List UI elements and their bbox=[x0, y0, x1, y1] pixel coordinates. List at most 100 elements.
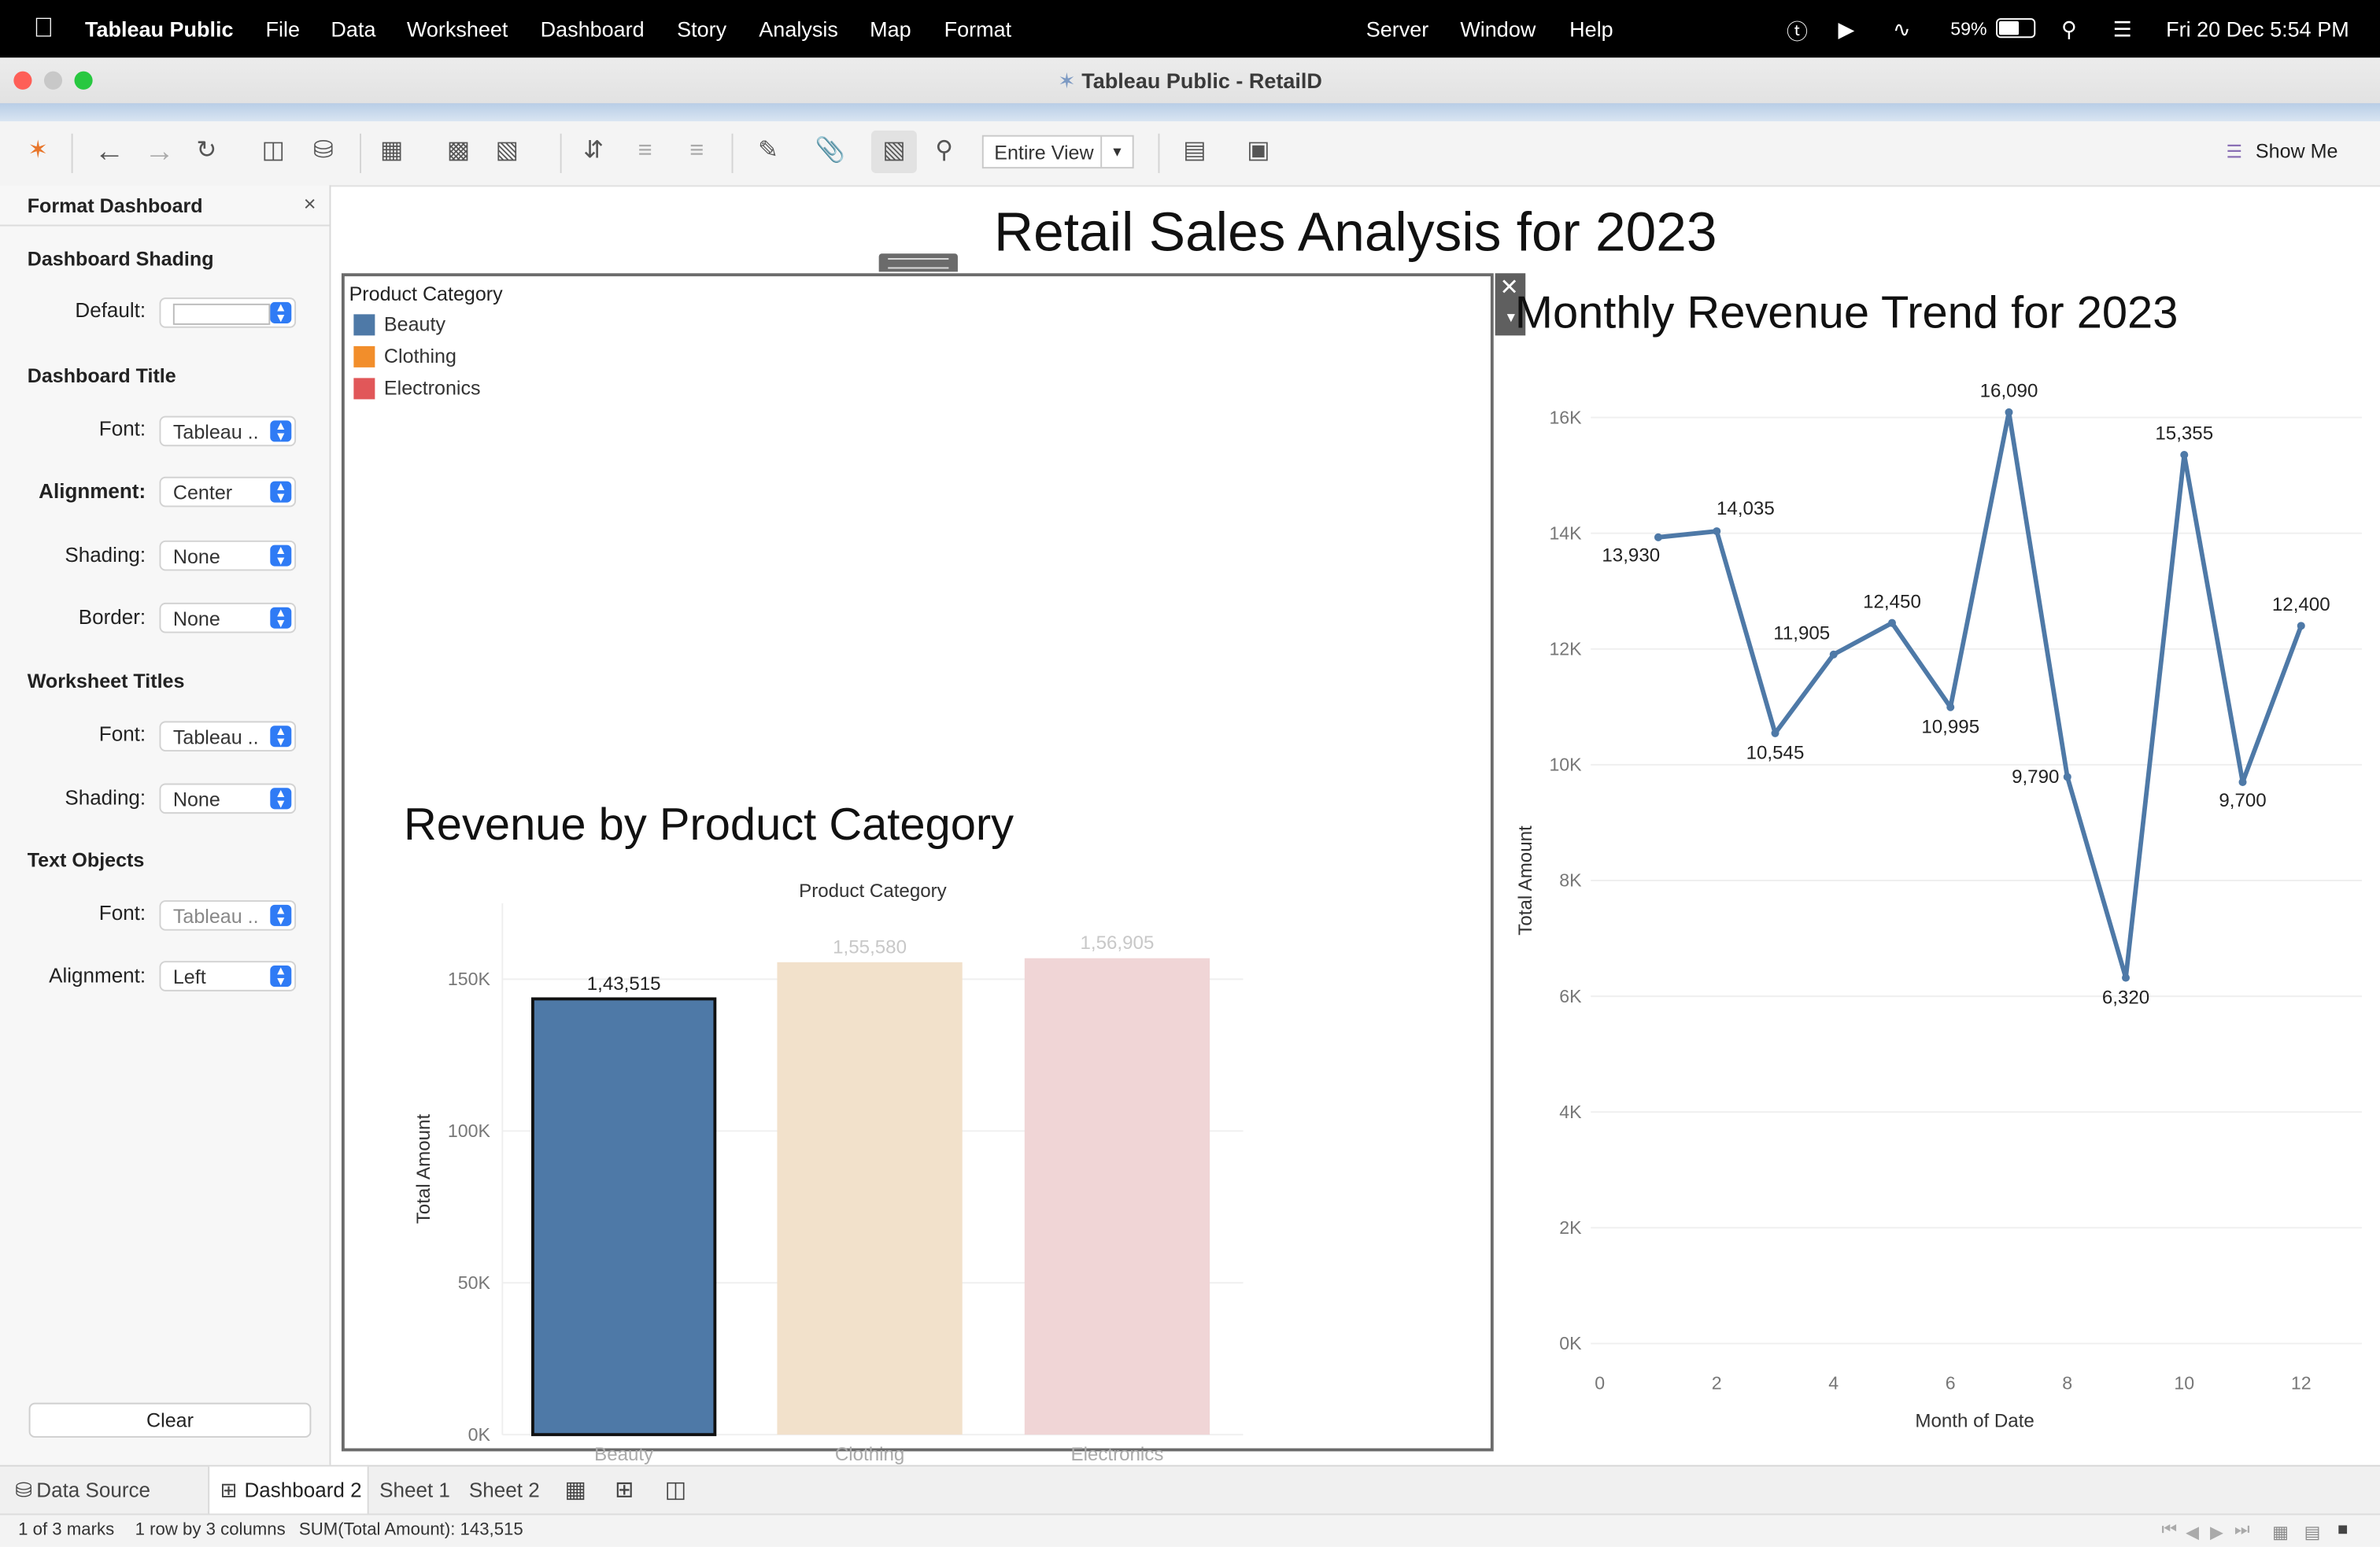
filmstrip-view-icon[interactable]: ▤ bbox=[2304, 1524, 2321, 1543]
more-options-icon[interactable]: ▼ bbox=[1504, 309, 1518, 325]
save-icon[interactable]: ◫ bbox=[261, 138, 285, 164]
new-datasource-icon[interactable]: ⛁ bbox=[312, 138, 334, 164]
battery-icon[interactable] bbox=[1996, 18, 2036, 39]
tab-sheet-1[interactable]: Sheet 1 bbox=[379, 1479, 450, 1502]
show-me-button[interactable]: Show Me bbox=[2255, 139, 2338, 163]
data-point[interactable] bbox=[1946, 703, 1955, 711]
sheet-tabs: ⛁ Data Source ⊞ Dashboard 2 Sheet 1 Shee… bbox=[0, 1464, 2380, 1516]
zoom-window-button[interactable] bbox=[74, 71, 93, 90]
new-worksheet-icon[interactable]: ▦ bbox=[379, 138, 404, 164]
clear-sheet-icon[interactable]: ▧ bbox=[495, 138, 519, 164]
accessibility-icon[interactable]: ⓣ bbox=[1786, 20, 1808, 44]
grid-view-icon[interactable]: ▦ bbox=[2272, 1524, 2289, 1543]
bar-clothing[interactable] bbox=[777, 962, 963, 1435]
swap-icon[interactable]: ⇵ bbox=[583, 138, 604, 164]
menu-format[interactable]: Format bbox=[944, 17, 1012, 42]
menu-worksheet[interactable]: Worksheet bbox=[406, 17, 508, 42]
sort-descending-icon[interactable]: ≡ bbox=[689, 138, 704, 164]
series-line[interactable] bbox=[1658, 410, 2304, 980]
data-point[interactable] bbox=[1887, 618, 1897, 627]
minimize-window-button[interactable] bbox=[43, 71, 63, 90]
menu-help[interactable]: Help bbox=[1569, 17, 1613, 42]
data-point[interactable] bbox=[2005, 408, 2013, 416]
remove-icon[interactable]: ✕ bbox=[1499, 275, 1519, 301]
data-point[interactable] bbox=[2297, 622, 2305, 630]
highlight-icon[interactable]: ✎ bbox=[757, 138, 778, 164]
last-page-icon[interactable]: ⏭ bbox=[2234, 1521, 2250, 1540]
show-me-icon[interactable]: ☰ bbox=[2226, 141, 2243, 163]
line-chart[interactable]: 0K 2K 4K 6K 8K 10K 12K 14K 16K 0 2 4 6 8 10 12 Month of … bbox=[1502, 364, 2380, 1442]
duplicate-sheet-icon[interactable]: ▩ bbox=[446, 138, 471, 164]
menu-map[interactable]: Map bbox=[870, 17, 911, 42]
group-icon[interactable]: 📎 bbox=[815, 138, 846, 164]
worksheet-shading-select[interactable]: None ▲ ▼ bbox=[159, 783, 297, 814]
y-tick-label: 2K bbox=[1559, 1217, 1582, 1238]
menu-story[interactable]: Story bbox=[677, 17, 727, 42]
control-center-icon[interactable]: ☰ bbox=[2112, 17, 2132, 42]
point-label: 12,450 bbox=[1863, 591, 1921, 612]
text-font-select[interactable]: Tableau .. ▲ ▼ bbox=[159, 900, 297, 931]
new-story-icon[interactable]: ◫ bbox=[664, 1477, 687, 1504]
point-label: 15,355 bbox=[2155, 423, 2213, 445]
next-page-icon[interactable]: ▶ bbox=[2210, 1524, 2224, 1543]
bar-electronics[interactable] bbox=[1024, 958, 1210, 1435]
replace-data-icon[interactable]: ↻ bbox=[196, 138, 217, 164]
title-border-select[interactable]: None ▲ ▼ bbox=[159, 602, 297, 633]
tab-dashboard-2[interactable]: ⊞ Dashboard 2 bbox=[208, 1466, 369, 1514]
clear-button[interactable]: Clear bbox=[28, 1402, 312, 1438]
data-point[interactable] bbox=[2063, 773, 2071, 781]
undo-icon[interactable]: ← bbox=[94, 135, 125, 169]
apple-icon[interactable]:  bbox=[33, 12, 54, 44]
dashboard-title[interactable]: Retail Sales Analysis for 2023 bbox=[993, 200, 1717, 263]
show-cards-icon[interactable]: ▤ bbox=[1183, 138, 1207, 164]
close-window-button[interactable] bbox=[13, 71, 32, 90]
new-dashboard-icon[interactable]: ⊞ bbox=[615, 1477, 634, 1504]
tab-data-source[interactable]: Data Source bbox=[36, 1479, 151, 1502]
data-point[interactable] bbox=[2121, 973, 2131, 982]
tabs-view-icon[interactable]: ■ bbox=[2338, 1521, 2349, 1540]
data-point[interactable] bbox=[1829, 650, 1838, 659]
menu-file[interactable]: File bbox=[265, 17, 301, 42]
menu-app-name[interactable]: Tableau Public bbox=[85, 17, 234, 42]
labels-icon[interactable]: ▧ bbox=[871, 130, 917, 173]
tableau-logo-icon: ✶ bbox=[1058, 68, 1082, 93]
data-point[interactable] bbox=[2180, 450, 2189, 460]
close-icon[interactable]: × bbox=[303, 191, 316, 216]
selected-container[interactable] bbox=[341, 273, 1494, 1452]
title-font-select[interactable]: Tableau .. ▲ ▼ bbox=[159, 415, 297, 447]
play-icon[interactable]: ▶ bbox=[1838, 17, 1855, 42]
redo-icon[interactable]: → bbox=[144, 135, 175, 169]
menu-dashboard[interactable]: Dashboard bbox=[540, 17, 645, 42]
title-shading-select[interactable]: None ▲ ▼ bbox=[159, 540, 297, 571]
data-point[interactable] bbox=[2238, 777, 2247, 786]
worksheet-font-select[interactable]: Tableau .. ▲ ▼ bbox=[159, 721, 297, 752]
menu-analysis[interactable]: Analysis bbox=[759, 17, 838, 42]
container-drag-handle[interactable] bbox=[878, 253, 958, 272]
bar-beauty[interactable] bbox=[531, 997, 717, 1437]
data-point[interactable] bbox=[1713, 527, 1721, 536]
tableau-logo-icon[interactable]: ✶ bbox=[28, 138, 49, 164]
first-page-icon[interactable]: ⏮ bbox=[2161, 1521, 2178, 1540]
sort-ascending-icon[interactable]: ≡ bbox=[638, 138, 652, 164]
alignment-label: Alignment: bbox=[49, 964, 146, 988]
tab-sheet-2[interactable]: Sheet 2 bbox=[468, 1479, 540, 1502]
bar-chart[interactable]: Product Category 0K 50K 100K 150K Total Amoun… bbox=[399, 873, 1264, 1468]
pin-icon[interactable]: ⚲ bbox=[935, 138, 953, 164]
bar-value-label: 1,55,580 bbox=[833, 936, 907, 958]
text-alignment-select[interactable]: Left ▲ ▼ bbox=[159, 961, 297, 991]
default-shading-select[interactable]: ▲ ▼ bbox=[159, 297, 297, 328]
menu-data[interactable]: Data bbox=[331, 17, 376, 42]
search-icon[interactable]: ⚲ bbox=[2061, 17, 2077, 42]
data-point[interactable] bbox=[1654, 533, 1663, 541]
data-point[interactable] bbox=[1771, 729, 1779, 737]
wifi-icon[interactable]: ∿ bbox=[1892, 17, 1911, 42]
view-select[interactable]: Entire View ▼ bbox=[981, 135, 1134, 169]
presentation-icon[interactable]: ▣ bbox=[1247, 138, 1270, 164]
clock[interactable]: Fri 20 Dec 5:54 PM bbox=[2166, 17, 2349, 42]
title-alignment-select[interactable]: Center ▲ ▼ bbox=[159, 476, 297, 508]
prev-page-icon[interactable]: ◀ bbox=[2186, 1524, 2200, 1543]
menu-window[interactable]: Window bbox=[1460, 17, 1536, 42]
menu-server[interactable]: Server bbox=[1366, 17, 1429, 42]
x-tick-label: Beauty bbox=[594, 1444, 653, 1465]
new-worksheet-icon[interactable]: ▦ bbox=[564, 1477, 586, 1504]
